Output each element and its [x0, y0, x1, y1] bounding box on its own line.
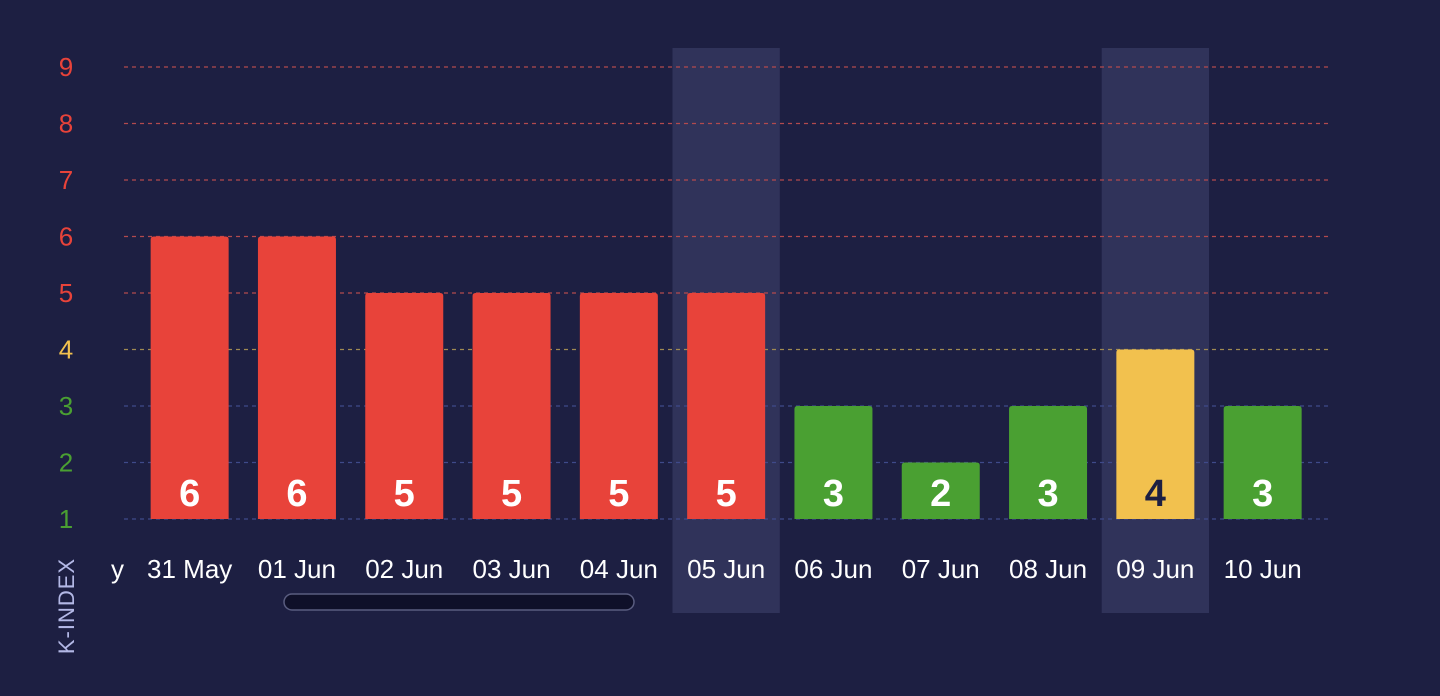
- x-tick-label: 05 Jun: [687, 554, 765, 584]
- bar-value-label: 6: [286, 473, 307, 515]
- x-tick-label: 31 May: [147, 554, 232, 584]
- y-tick-label: 5: [59, 278, 73, 308]
- y-tick-label: 4: [59, 335, 73, 365]
- x-tick-label: 03 Jun: [473, 554, 551, 584]
- bar-value-label: 5: [716, 473, 737, 515]
- bar[interactable]: [1009, 406, 1088, 519]
- partial-x-label: y: [111, 554, 124, 584]
- x-tick-label: 08 Jun: [1009, 554, 1087, 584]
- bar[interactable]: [472, 293, 551, 519]
- x-axis-labels: 31 May 01 Jun 02 Jun 03 Jun 04 Jun 05 Jun 06 J…: [147, 554, 1302, 584]
- y-axis-ticks: 1 2 3 4 5 6 7 8 9: [59, 52, 73, 534]
- x-tick-label: 10 Jun: [1224, 554, 1302, 584]
- bar[interactable]: [150, 236, 229, 520]
- bar[interactable]: [901, 462, 980, 520]
- bar[interactable]: [257, 236, 336, 520]
- y-tick-label: 7: [59, 165, 73, 195]
- bar[interactable]: [794, 406, 873, 519]
- x-tick-label: 09 Jun: [1116, 554, 1194, 584]
- y-axis-title: K-INDEX: [54, 558, 79, 654]
- y-tick-label: 6: [59, 222, 73, 252]
- y-tick-label: 8: [59, 109, 73, 139]
- x-tick-label: 04 Jun: [580, 554, 658, 584]
- y-tick-label: 9: [59, 52, 73, 82]
- bar-value-label: 5: [608, 473, 629, 515]
- highlight-column: [1101, 48, 1209, 613]
- horizontal-scrollbar[interactable]: [283, 593, 635, 611]
- bar[interactable]: [687, 293, 766, 519]
- bar-value-label: 4: [1145, 473, 1166, 515]
- x-tick-label: 02 Jun: [365, 554, 443, 584]
- x-tick-label: 06 Jun: [794, 554, 872, 584]
- bar-value-label: 3: [1252, 473, 1273, 515]
- bar[interactable]: [579, 293, 658, 519]
- bar[interactable]: [1116, 349, 1195, 520]
- bar-value-label: 2: [930, 473, 951, 515]
- x-tick-label: 01 Jun: [258, 554, 336, 584]
- y-tick-label: 1: [59, 504, 73, 534]
- bar[interactable]: [365, 293, 444, 519]
- bars: 6 6 5 5 5 5 3 2 3 4 3: [150, 236, 1302, 520]
- bar-value-label: 6: [179, 473, 200, 515]
- bar-value-label: 5: [394, 473, 415, 515]
- bar[interactable]: [1223, 406, 1302, 519]
- bar-value-label: 5: [501, 473, 522, 515]
- y-tick-label: 3: [59, 391, 73, 421]
- x-tick-label: 07 Jun: [902, 554, 980, 584]
- bar-value-label: 3: [823, 473, 844, 515]
- y-tick-label: 2: [59, 448, 73, 478]
- bar-value-label: 3: [1037, 473, 1058, 515]
